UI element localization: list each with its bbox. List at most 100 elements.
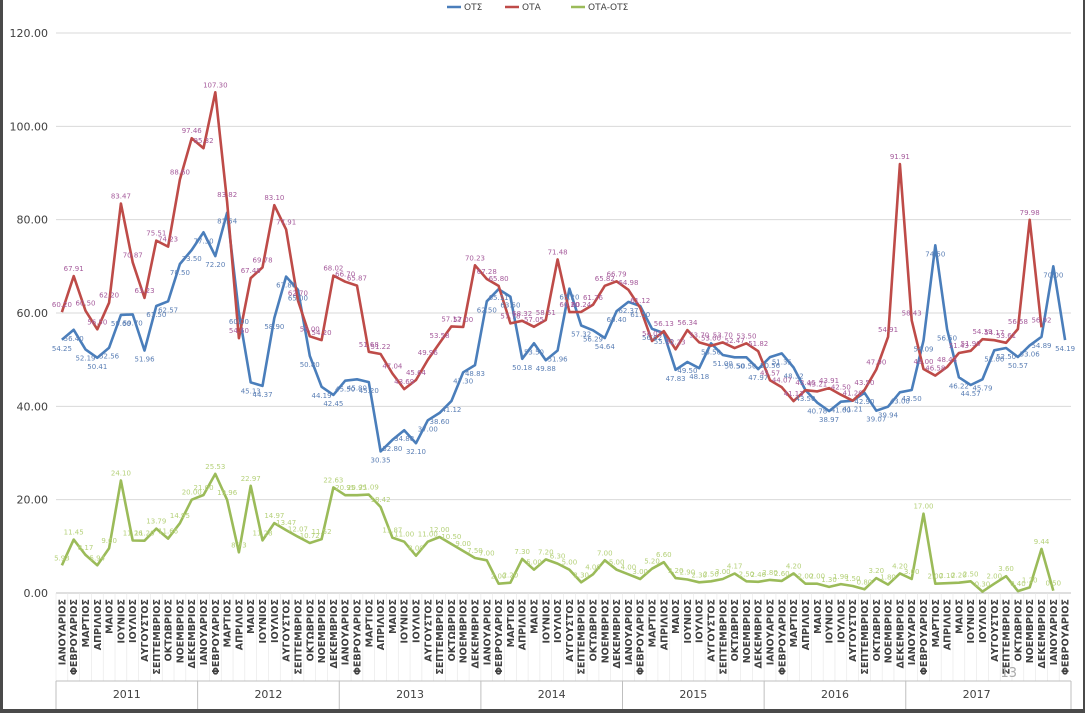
x-tick-label: ΟΚΤΩΒΡΙΟΣ [305,599,316,661]
data-label: 30.35 [371,456,391,464]
x-tick-label: ΟΚΤΩΒΡΙΟΣ [589,599,600,661]
data-label: 45.57 [760,369,780,377]
x-tick-label: ΙΟΥΛΙΟΣ [270,599,281,643]
chart-area: ΟΤΣ ΟΤΑ ΟΤΑ-ΟΤΣ 0.00 20.00 40.00 60.00 80.00 10… [3,0,1083,709]
data-label: 75.51 [146,230,166,238]
x-tick-label: ΙΟΥΛΙΟΣ [836,599,847,643]
x-tick-label: ΙΟΥΛΙΟΣ [553,599,564,643]
x-tick-label: ΜΑΡΤΙΟΣ [223,599,234,647]
data-label: 56.50 [937,334,957,342]
data-label: 54.64 [595,343,616,351]
data-label: 49.88 [536,365,556,373]
data-label: 67.28 [477,268,497,276]
x-tick-label: ΣΕΠΤΕΜΒΡΙΟΣ [577,599,588,675]
data-label: 5.20 [644,558,660,566]
x-tick-label: ΙΟΥΝΙΟΣ [400,599,411,644]
data-label: 46.58 [925,365,945,373]
x-tick-label: ΙΑΝΟΥΑΡΙΟΣ [341,599,352,665]
x-tick-label: ΦΕΒΡΟΥΑΡΙΟΣ [211,599,222,675]
data-label: 53.50 [701,348,721,356]
data-label: 51.96 [134,356,155,364]
data-label: 43.91 [819,377,839,385]
data-label: 63.23 [134,287,154,295]
y-tick-label: 120.00 [10,27,49,40]
data-label: 41.12 [441,406,461,414]
data-label: 58.51 [536,309,556,317]
x-tick-label: ΜΑΙΟΣ [246,599,257,634]
x-tick-label: ΑΥΓΟΥΣΤΟΣ [282,599,293,662]
data-label: 42.90 [854,398,874,406]
data-label: 54.89 [1031,342,1051,350]
data-label: 43.46 [795,379,816,387]
data-label: 67.91 [64,265,84,273]
x-tick-label: ΙΟΥΛΙΟΣ [695,599,706,643]
y-tick-label: 40.00 [17,400,49,413]
data-label: 10.72 [300,532,320,540]
data-label: 2.00 [798,573,814,581]
page-number: 13 [1000,666,1017,681]
x-tick-label: ΦΕΒΡΟΥΑΡΙΟΣ [494,599,505,675]
data-label: 40.78 [807,408,827,416]
data-label: 43.00 [890,397,910,405]
x-tick-label: ΝΟΕΜΒΡΙΟΣ [742,599,753,663]
x-tick-label: ΙΟΥΝΙΟΣ [825,599,836,644]
year-label: 2015 [679,688,707,701]
data-label: 11.45 [64,529,84,537]
data-label: 56.58 [1008,318,1028,326]
data-label: 48.43 [937,356,957,364]
data-label: 44.37 [253,391,273,399]
x-tick-label: ΜΑΙΟΣ [671,599,682,634]
x-tick-label: ΑΠΡΙΛΙΟΣ [376,599,387,650]
data-label: 3.20 [868,567,884,575]
data-label: 60.50 [75,300,95,308]
data-label: 95.32 [194,137,214,145]
data-label: 62.50 [477,306,497,314]
data-label: 22.63 [323,476,343,484]
x-tick-label: ΜΑΙΟΣ [813,599,824,634]
data-label: 70.50 [170,269,190,277]
data-label: 97.46 [182,127,203,135]
x-tick-label: ΜΑΙΟΣ [105,599,116,634]
data-label: 60.24 [571,301,592,309]
x-tick-label: ΟΚΤΩΒΡΙΟΣ [164,599,175,661]
data-label: 41.00 [831,407,851,415]
data-label: 41.20 [843,390,863,398]
x-tick-label: ΜΑΙΟΣ [388,599,399,634]
x-tick-label: ΔΕΚΕΜΒΡΙΟΣ [187,599,198,668]
x-tick-label: ΜΑΡΤΙΟΣ [648,599,659,647]
data-label: 52.50 [996,353,1016,361]
data-label: 2.00 [986,573,1002,581]
data-label: 54.17 [984,329,1004,337]
x-tick-label: ΑΥΓΟΥΣΤΟΣ [707,599,718,662]
data-label: 47.30 [453,377,473,385]
data-label: 22.97 [241,475,261,483]
data-label: 59.60 [111,320,131,328]
x-tick-label: ΙΟΥΛΙΟΣ [411,599,422,643]
data-label: 52.23 [666,338,686,346]
data-label: 45.80 [347,384,367,392]
data-label: 41.13 [784,390,804,398]
data-label: 45.64 [406,369,427,377]
data-label: 54.01 [642,330,662,338]
data-label: 3.20 [668,567,684,575]
data-label: 43.50 [795,395,815,403]
data-label: 51.00 [713,360,733,368]
year-label: 2013 [396,688,424,701]
x-tick-label: ΙΑΝΟΥΑΡΙΟΣ [199,599,210,665]
data-label: 46.22 [949,382,969,390]
year-label: 2012 [254,688,282,701]
x-tick-label: ΑΥΓΟΥΣΤΟΣ [990,599,1001,662]
data-label: 0.80 [857,578,873,586]
data-label: 74.50 [925,250,945,258]
data-label: 7.00 [597,549,613,557]
data-label: 57.12 [441,315,461,323]
data-label: 62.20 [99,292,119,300]
data-label: 11.52 [312,528,332,536]
data-label: 62.57 [158,306,178,314]
x-tick-label: ΟΚΤΩΒΡΙΟΣ [872,599,883,661]
data-label: 7.50 [467,547,483,555]
data-label: 42.50 [831,384,851,392]
y-tick-label: 20.00 [17,494,49,507]
data-label: 72.20 [205,261,225,269]
